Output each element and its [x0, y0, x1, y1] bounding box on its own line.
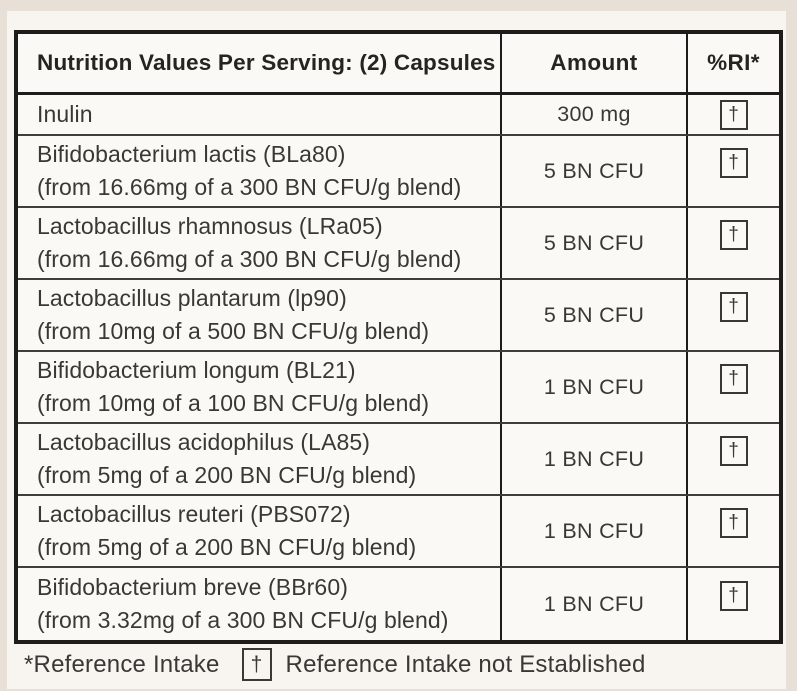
amount-value: 5 BN CFU: [543, 230, 645, 255]
dagger-icon: †: [728, 103, 739, 125]
dagger-icon: †: [250, 652, 263, 676]
dagger-icon: †: [728, 585, 739, 606]
ingredient-name: Lactobacillus rhamnosus (LRa05): [37, 213, 383, 239]
label-edge-right: [786, 0, 797, 691]
table-row-bifidobacterium-breve: Bifidobacterium breve (BBr60) (from 3.32…: [18, 568, 779, 640]
header-amount: Amount: [502, 34, 688, 92]
ingredient-name: Bifidobacterium breve (BBr60): [37, 574, 348, 600]
label-edge-bottom: [0, 689, 797, 691]
amount-value: 1 BN CFU: [543, 446, 645, 471]
footnote: *Reference Intake † Reference Intake not…: [24, 648, 646, 681]
ingredient-name: Bifidobacterium lactis (BLa80): [37, 141, 346, 167]
label-edge-left: [0, 0, 7, 691]
ri-dagger-box: †: [719, 581, 748, 611]
ingredient-name: Bifidobacterium longum (BL21): [37, 357, 356, 383]
table-header-row: Nutrition Values Per Serving: (2) Capsul…: [18, 34, 779, 95]
amount-value: 300 mg: [557, 102, 631, 126]
table-row-lactobacillus-reuteri: Lactobacillus reuteri (PBS072) (from 5mg…: [18, 496, 779, 568]
amount-value: 5 BN CFU: [543, 302, 645, 327]
footnote-not-established: Reference Intake not Established: [285, 650, 646, 678]
dagger-icon: †: [728, 512, 739, 533]
header-ri: %RI*: [707, 50, 760, 75]
dagger-icon: †: [728, 440, 739, 461]
ingredient-name: Lactobacillus acidophilus (LA85): [37, 429, 371, 455]
ingredient-detail: (from 5mg of a 200 BN CFU/g blend): [37, 534, 417, 560]
table-row-lactobacillus-acidophilus: Lactobacillus acidophilus (LA85) (from 5…: [18, 424, 779, 496]
dagger-icon: †: [728, 368, 739, 389]
nutrition-table: Nutrition Values Per Serving: (2) Capsul…: [14, 30, 783, 644]
ingredient-detail: (from 16.66mg of a 300 BN CFU/g blend): [37, 246, 462, 272]
table-row-inulin: Inulin 300 mg †: [18, 95, 779, 136]
amount-value: 5 BN CFU: [543, 158, 645, 183]
table-body: Inulin 300 mg † Bifidobacterium lactis (…: [18, 95, 779, 640]
amount-value: 1 BN CFU: [543, 591, 645, 616]
ingredient-detail: (from 10mg of a 100 BN CFU/g blend): [37, 390, 430, 416]
dagger-icon: †: [728, 224, 739, 245]
table-row-bifidobacterium-lactis: Bifidobacterium lactis (BLa80) (from 16.…: [18, 136, 779, 208]
table-row-bifidobacterium-longum: Bifidobacterium longum (BL21) (from 10mg…: [18, 352, 779, 424]
table-row-lactobacillus-plantarum: Lactobacillus plantarum (lp90) (from 10m…: [18, 280, 779, 352]
amount-value: 1 BN CFU: [543, 374, 645, 399]
ri-dagger-box: †: [719, 148, 748, 178]
dagger-icon: †: [728, 152, 739, 173]
ingredient-name: Lactobacillus reuteri (PBS072): [37, 501, 351, 527]
table-row-lactobacillus-rhamnosus: Lactobacillus rhamnosus (LRa05) (from 16…: [18, 208, 779, 280]
footnote-dagger-box: †: [241, 648, 272, 681]
ri-dagger-box: †: [719, 99, 748, 130]
ri-dagger-box: †: [719, 508, 748, 538]
ri-dagger-box: †: [719, 220, 748, 250]
ingredient-name: Inulin: [37, 101, 93, 127]
footnote-reference-intake: *Reference Intake: [24, 650, 220, 678]
ri-dagger-box: †: [719, 292, 748, 322]
amount-value: 1 BN CFU: [543, 518, 645, 543]
ri-dagger-box: †: [719, 364, 748, 394]
ingredient-detail: (from 16.66mg of a 300 BN CFU/g blend): [37, 174, 462, 200]
ingredient-detail: (from 5mg of a 200 BN CFU/g blend): [37, 462, 417, 488]
ingredient-detail: (from 3.32mg of a 300 BN CFU/g blend): [37, 607, 449, 633]
ingredient-name: Lactobacillus plantarum (lp90): [37, 285, 347, 311]
label-edge-top: [0, 0, 797, 11]
ingredient-detail: (from 10mg of a 500 BN CFU/g blend): [37, 318, 430, 344]
dagger-icon: †: [728, 296, 739, 317]
ri-dagger-box: †: [719, 436, 748, 466]
header-nutrition-values: Nutrition Values Per Serving: (2) Capsul…: [18, 34, 502, 92]
